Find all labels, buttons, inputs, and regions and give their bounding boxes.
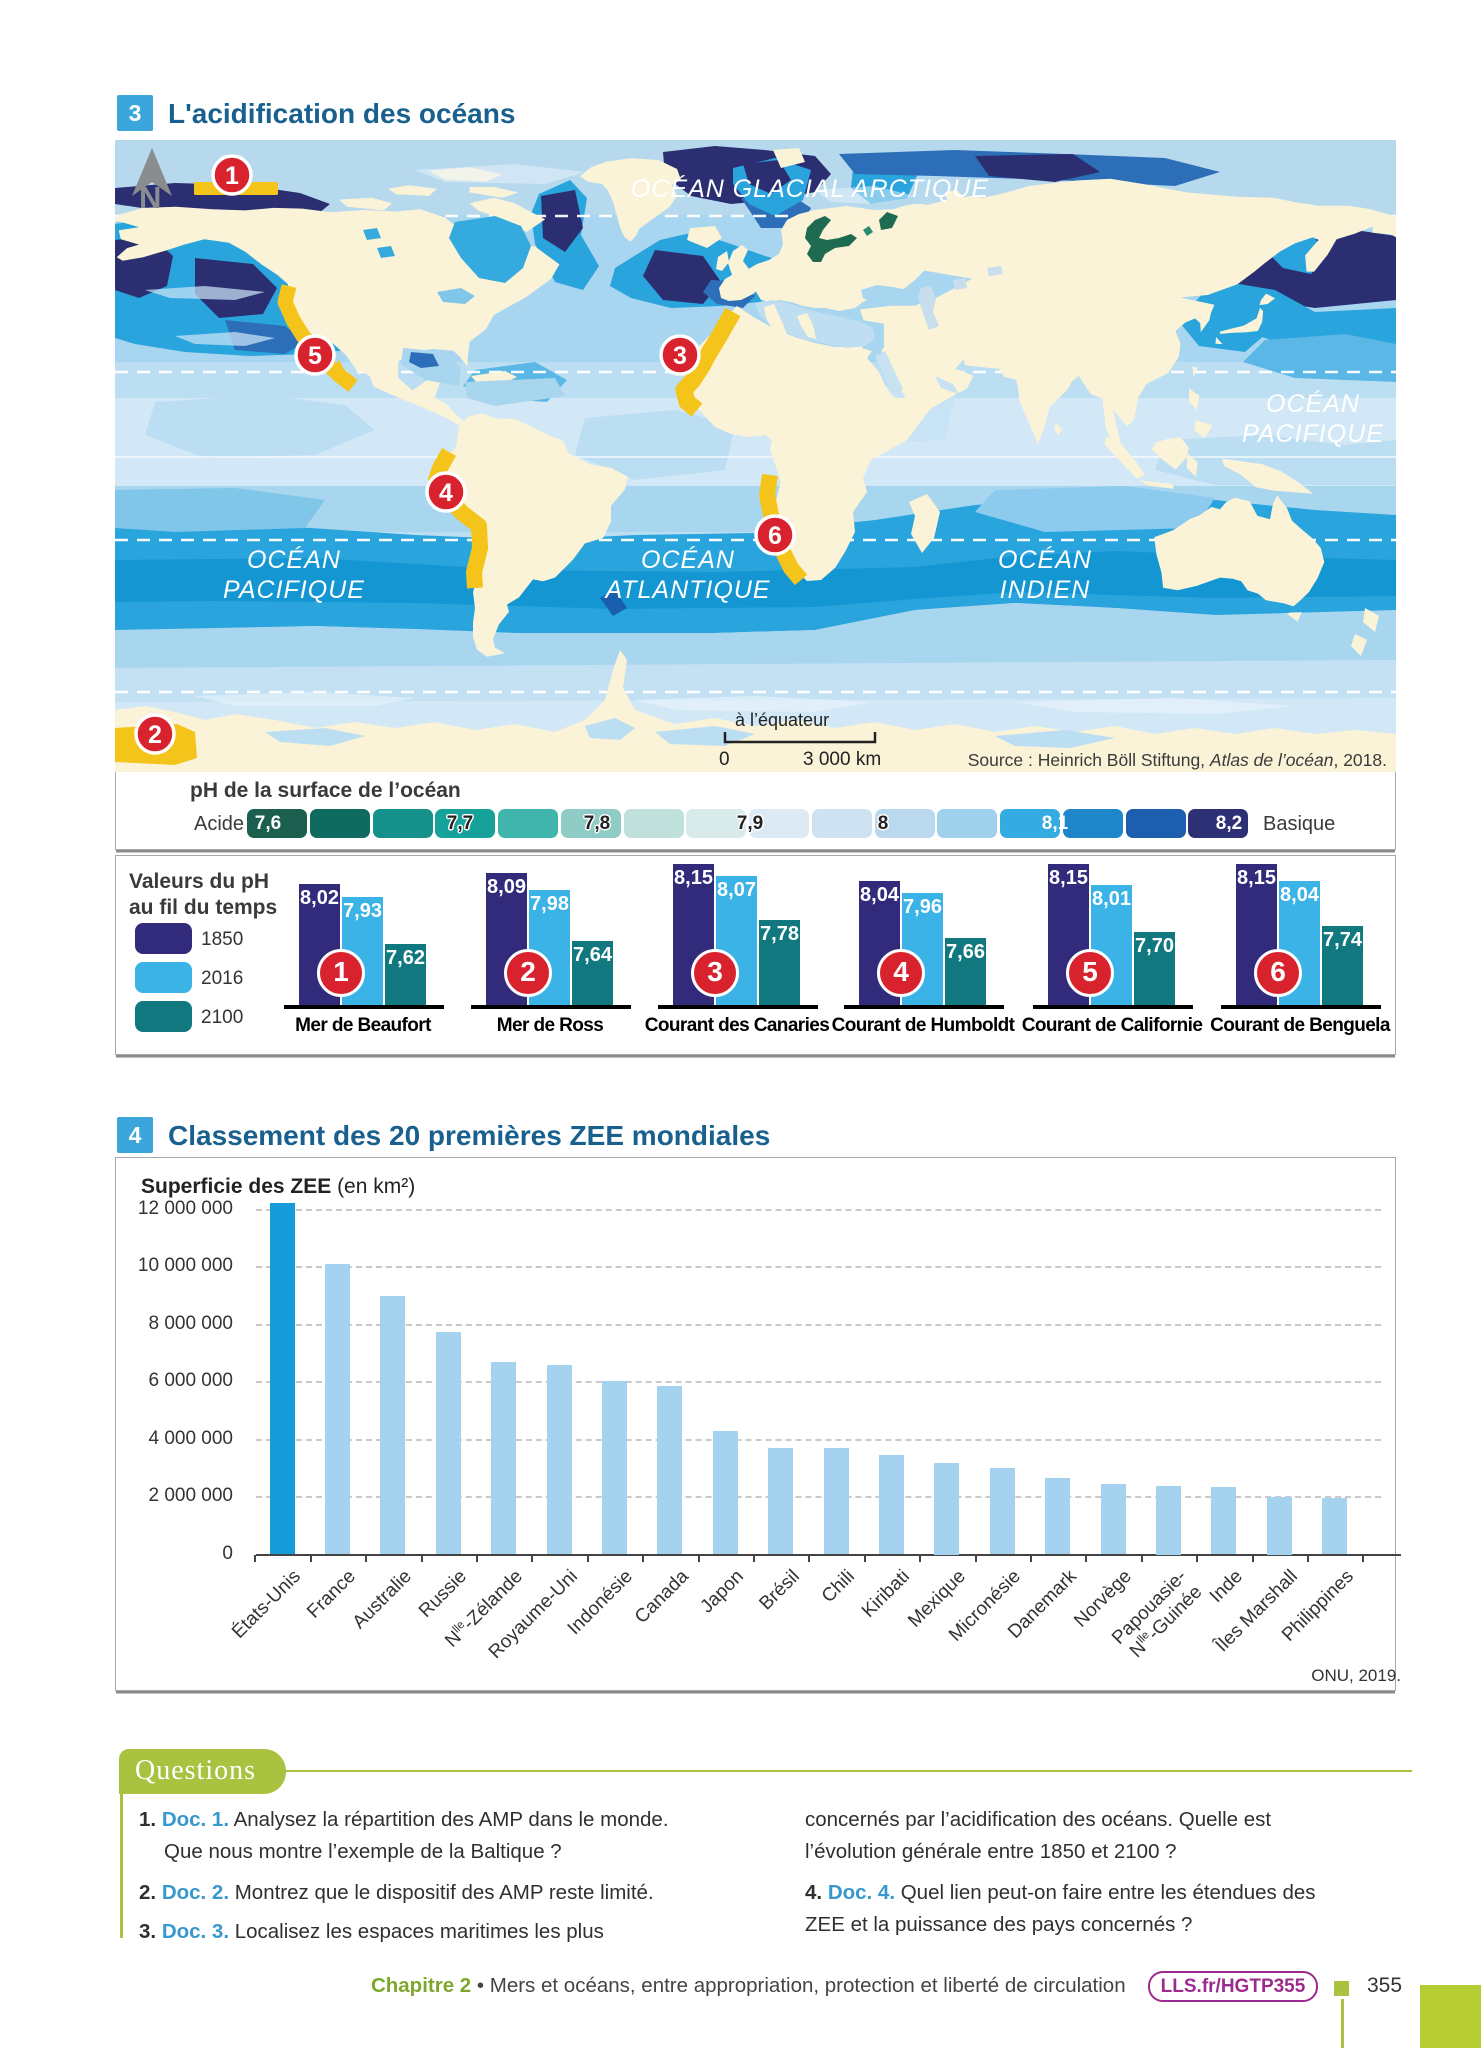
svg-text:3: 3 [673,342,687,370]
svg-text:OCÉAN: OCÉAN [1266,389,1360,418]
svg-text:6: 6 [768,522,782,550]
svg-text:OCÉAN: OCÉAN [247,545,341,574]
svg-text:à l’équateur: à l’équateur [735,710,829,730]
svg-text:5: 5 [308,342,322,370]
svg-text:OCÉAN: OCÉAN [641,545,735,574]
svg-text:0: 0 [719,749,730,770]
svg-text:INDIEN: INDIEN [1000,576,1091,604]
svg-text:Source : Heinrich Böll Stiftun: Source : Heinrich Böll Stiftung, Atlas d… [968,750,1387,770]
svg-text:PACIFIQUE: PACIFIQUE [223,576,365,604]
svg-text:1: 1 [225,162,239,190]
svg-text:OCÉAN: OCÉAN [998,545,1092,574]
svg-text:ATLANTIQUE: ATLANTIQUE [603,576,770,604]
svg-text:N: N [139,180,161,215]
svg-text:3 000 km: 3 000 km [803,749,881,770]
svg-text:OCÉAN GLACIAL ARCTIQUE: OCÉAN GLACIAL ARCTIQUE [631,174,989,203]
svg-text:2: 2 [148,721,162,749]
svg-text:PACIFIQUE: PACIFIQUE [1242,420,1384,448]
svg-text:4: 4 [439,479,453,507]
